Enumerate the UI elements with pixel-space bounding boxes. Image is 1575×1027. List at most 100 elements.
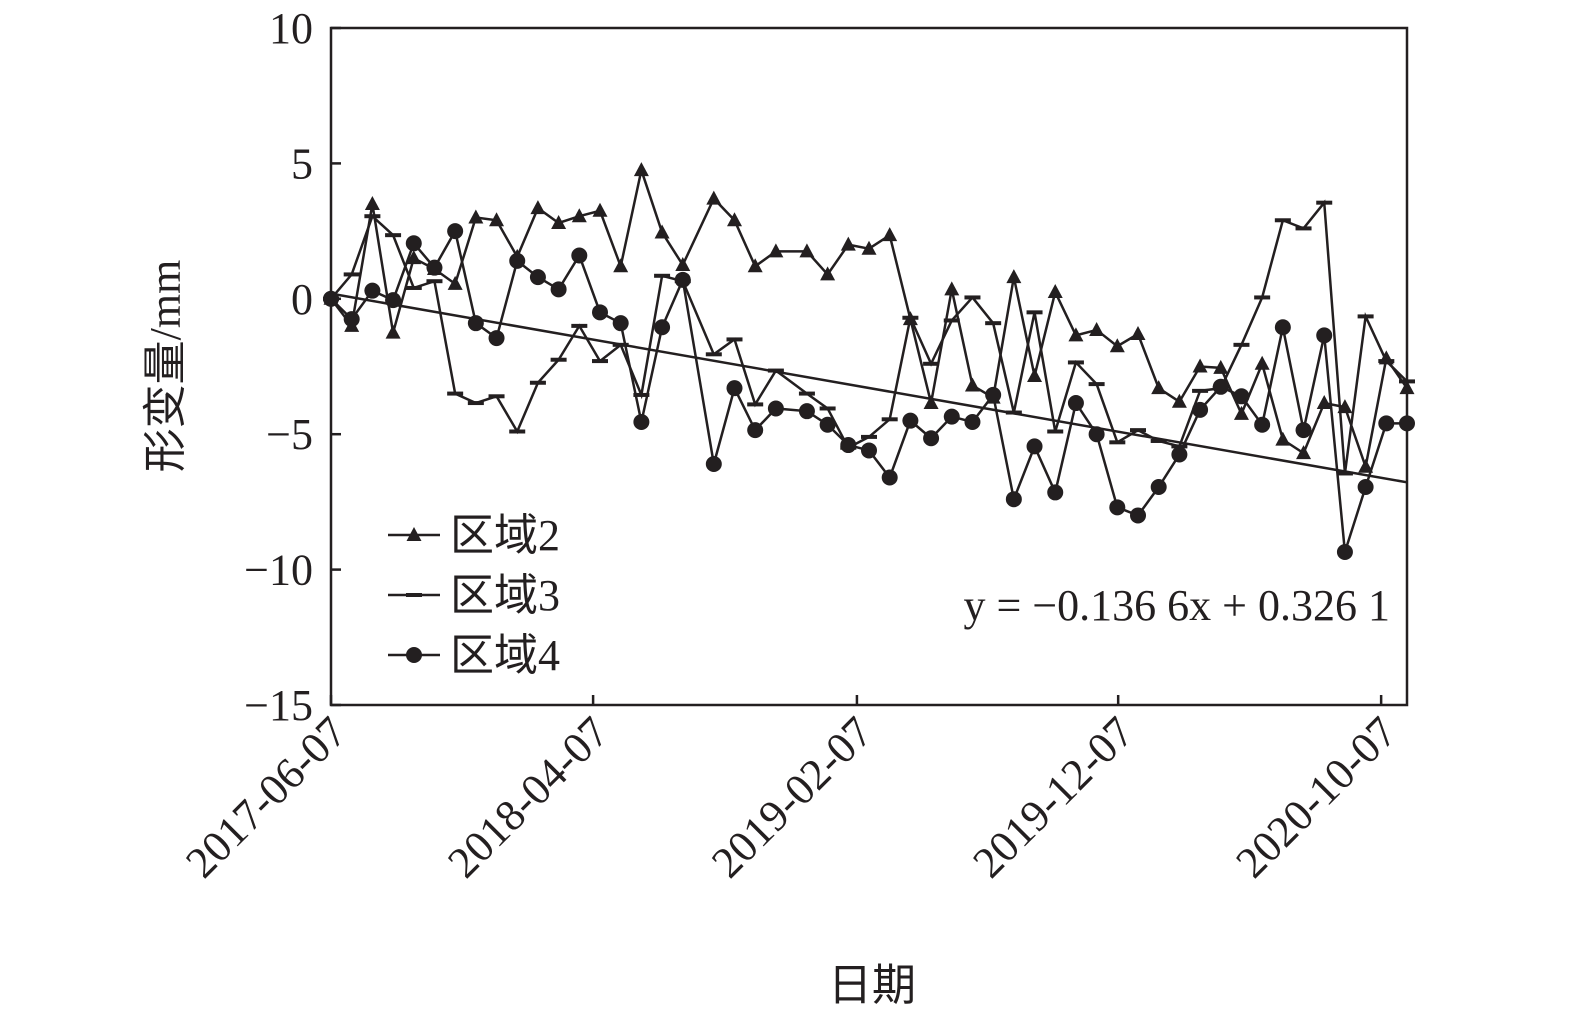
marker-triangle	[727, 212, 742, 227]
marker-circle	[861, 442, 877, 459]
y-tick-label: −10	[244, 546, 313, 595]
marker-triangle	[747, 258, 763, 273]
marker-circle	[819, 416, 836, 433]
marker-triangle	[385, 324, 401, 339]
marker-dash	[798, 391, 815, 396]
marker-dash	[1047, 429, 1064, 434]
marker-dash	[612, 342, 629, 347]
marker-circle	[1357, 479, 1374, 496]
marker-triangle	[1296, 445, 1312, 460]
marker-triangle	[675, 256, 691, 271]
marker-triangle	[592, 202, 608, 217]
marker-circle	[840, 437, 857, 454]
marker-dash	[1067, 360, 1084, 365]
marker-dash	[592, 359, 608, 364]
marker-dash	[488, 394, 505, 399]
y-axis-label: 形变量/mm	[141, 260, 190, 473]
marker-dash	[550, 357, 567, 362]
marker-triangle	[964, 377, 980, 392]
marker-dash	[902, 315, 919, 320]
marker-dash	[1357, 314, 1374, 319]
marker-triangle	[406, 527, 422, 541]
marker-triangle	[1233, 405, 1249, 420]
marker-dash	[1026, 310, 1043, 315]
marker-circle	[1109, 499, 1126, 516]
marker-triangle	[1047, 284, 1063, 299]
marker-circle	[1047, 484, 1064, 501]
marker-dash	[943, 318, 960, 323]
y-tick-label: 0	[291, 275, 313, 324]
marker-circle	[1171, 446, 1188, 463]
marker-circle	[323, 290, 339, 307]
marker-dash	[1378, 359, 1395, 364]
marker-circle	[467, 315, 484, 332]
marker-triangle	[1151, 380, 1167, 395]
marker-circle	[1005, 491, 1022, 508]
marker-circle	[1130, 507, 1146, 524]
marker-circle	[1150, 479, 1167, 496]
marker-circle	[426, 259, 443, 276]
marker-circle	[1212, 378, 1229, 395]
marker-triangle	[1254, 355, 1270, 370]
marker-triangle	[613, 258, 629, 273]
marker-triangle	[530, 200, 546, 215]
marker-triangle	[799, 243, 815, 258]
marker-circle	[1378, 415, 1395, 432]
marker-dash	[1150, 438, 1167, 443]
marker-dash	[364, 214, 381, 219]
marker-triangle	[1358, 458, 1374, 473]
marker-dash	[985, 321, 1002, 326]
marker-circle	[406, 647, 422, 663]
marker-circle	[1336, 543, 1353, 560]
marker-circle	[385, 292, 402, 309]
marker-dash	[1316, 200, 1333, 205]
marker-circle	[550, 281, 567, 298]
marker-circle	[726, 380, 743, 397]
marker-dash	[705, 352, 722, 357]
marker-dash	[406, 593, 422, 597]
marker-circle	[747, 422, 764, 439]
marker-circle	[612, 315, 629, 332]
trendline	[330, 292, 1408, 484]
marker-dash	[1171, 444, 1188, 449]
marker-circle	[1316, 327, 1333, 344]
legend-label: 区域2	[450, 511, 560, 560]
marker-triangle	[840, 236, 856, 251]
marker-triangle	[364, 196, 380, 211]
marker-circle	[447, 223, 464, 240]
marker-circle	[571, 247, 588, 264]
marker-triangle	[1109, 338, 1125, 353]
marker-triangle	[861, 240, 877, 255]
marker-dash	[1088, 382, 1105, 387]
marker-triangle	[1130, 326, 1146, 341]
marker-triangle	[1089, 321, 1105, 336]
marker-triangle	[468, 209, 484, 224]
marker-dash	[1130, 428, 1146, 433]
marker-circle	[985, 386, 1002, 403]
marker-triangle	[1027, 367, 1043, 382]
marker-circle	[1233, 388, 1250, 405]
marker-circle	[529, 269, 546, 286]
marker-dash	[405, 285, 422, 290]
marker-dash	[571, 323, 588, 328]
marker-circle	[633, 414, 650, 431]
marker-triangle	[923, 395, 939, 410]
marker-dash	[1233, 342, 1250, 347]
y-tick-label: 10	[269, 4, 313, 53]
x-tick-label: 2018-04-07	[438, 707, 618, 887]
marker-triangle	[1068, 327, 1084, 342]
marker-dash	[747, 402, 764, 407]
marker-triangle	[406, 250, 422, 265]
x-tick-label: 2019-12-07	[963, 707, 1143, 887]
marker-dash	[881, 417, 898, 422]
y-tick-label: −15	[244, 681, 313, 730]
marker-circle	[798, 403, 815, 420]
marker-triangle	[944, 281, 960, 296]
marker-dash	[633, 392, 650, 397]
trendline-equation: y = −0.136 6x + 0.326 1	[964, 581, 1390, 630]
marker-circle	[592, 304, 608, 321]
series-line	[330, 165, 1409, 472]
marker-circle	[902, 412, 919, 429]
marker-triangle	[1171, 393, 1187, 408]
